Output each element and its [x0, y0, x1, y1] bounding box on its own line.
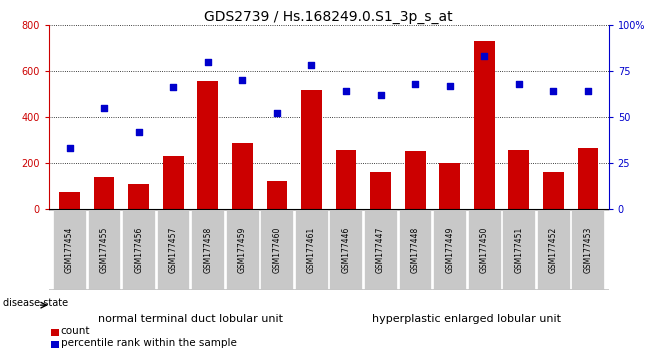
Text: GSM177457: GSM177457 — [169, 226, 178, 273]
FancyBboxPatch shape — [295, 210, 327, 290]
Text: GSM177451: GSM177451 — [514, 227, 523, 273]
Text: GSM177460: GSM177460 — [272, 226, 281, 273]
Text: GSM177455: GSM177455 — [100, 226, 109, 273]
Point — [64, 145, 75, 151]
Bar — [370, 172, 391, 209]
Bar — [405, 152, 426, 209]
Point — [583, 88, 593, 94]
Title: GDS2739 / Hs.168249.0.S1_3p_s_at: GDS2739 / Hs.168249.0.S1_3p_s_at — [204, 10, 453, 24]
FancyBboxPatch shape — [122, 210, 155, 290]
Bar — [301, 90, 322, 209]
Point — [514, 81, 524, 86]
FancyBboxPatch shape — [53, 210, 86, 290]
Text: normal terminal duct lobular unit: normal terminal duct lobular unit — [98, 314, 283, 324]
Bar — [94, 177, 115, 209]
Bar — [51, 329, 59, 336]
Text: GSM177461: GSM177461 — [307, 227, 316, 273]
Bar — [51, 341, 59, 348]
Point — [410, 81, 421, 86]
FancyBboxPatch shape — [191, 210, 224, 290]
Point — [548, 88, 559, 94]
Text: GSM177452: GSM177452 — [549, 227, 558, 273]
FancyBboxPatch shape — [157, 210, 189, 290]
FancyBboxPatch shape — [537, 210, 570, 290]
Text: GSM177450: GSM177450 — [480, 226, 489, 273]
FancyBboxPatch shape — [364, 210, 397, 290]
Text: GSM177446: GSM177446 — [342, 226, 350, 273]
Bar — [543, 172, 564, 209]
FancyBboxPatch shape — [502, 210, 535, 290]
Point — [237, 77, 247, 83]
Text: GSM177456: GSM177456 — [134, 226, 143, 273]
Bar — [232, 143, 253, 209]
Text: count: count — [61, 326, 90, 336]
Bar — [128, 183, 149, 209]
FancyBboxPatch shape — [87, 210, 120, 290]
FancyBboxPatch shape — [398, 210, 432, 290]
Text: GSM177458: GSM177458 — [203, 227, 212, 273]
Point — [341, 88, 352, 94]
Text: GSM177454: GSM177454 — [65, 226, 74, 273]
Point — [99, 105, 109, 110]
FancyBboxPatch shape — [260, 210, 293, 290]
Text: disease state: disease state — [3, 298, 68, 308]
Point — [168, 85, 178, 90]
Bar — [577, 148, 598, 209]
Bar — [163, 156, 184, 209]
FancyBboxPatch shape — [572, 210, 604, 290]
Point — [202, 59, 213, 64]
Point — [479, 53, 490, 59]
Bar — [474, 41, 495, 209]
Bar — [336, 150, 356, 209]
Point — [306, 62, 316, 68]
Bar — [266, 181, 287, 209]
FancyBboxPatch shape — [467, 210, 501, 290]
Bar — [59, 192, 80, 209]
Text: GSM177459: GSM177459 — [238, 226, 247, 273]
Text: GSM177449: GSM177449 — [445, 226, 454, 273]
Point — [376, 92, 386, 98]
Point — [445, 83, 455, 88]
Point — [133, 129, 144, 135]
Bar — [508, 150, 529, 209]
Text: hyperplastic enlarged lobular unit: hyperplastic enlarged lobular unit — [372, 314, 562, 324]
Text: GSM177448: GSM177448 — [411, 227, 420, 273]
FancyBboxPatch shape — [329, 210, 362, 290]
FancyBboxPatch shape — [226, 210, 258, 290]
FancyBboxPatch shape — [433, 210, 466, 290]
Bar — [439, 163, 460, 209]
Point — [271, 110, 282, 116]
Bar — [197, 81, 218, 209]
Text: GSM177447: GSM177447 — [376, 226, 385, 273]
Text: percentile rank within the sample: percentile rank within the sample — [61, 338, 236, 348]
Text: GSM177453: GSM177453 — [583, 226, 592, 273]
